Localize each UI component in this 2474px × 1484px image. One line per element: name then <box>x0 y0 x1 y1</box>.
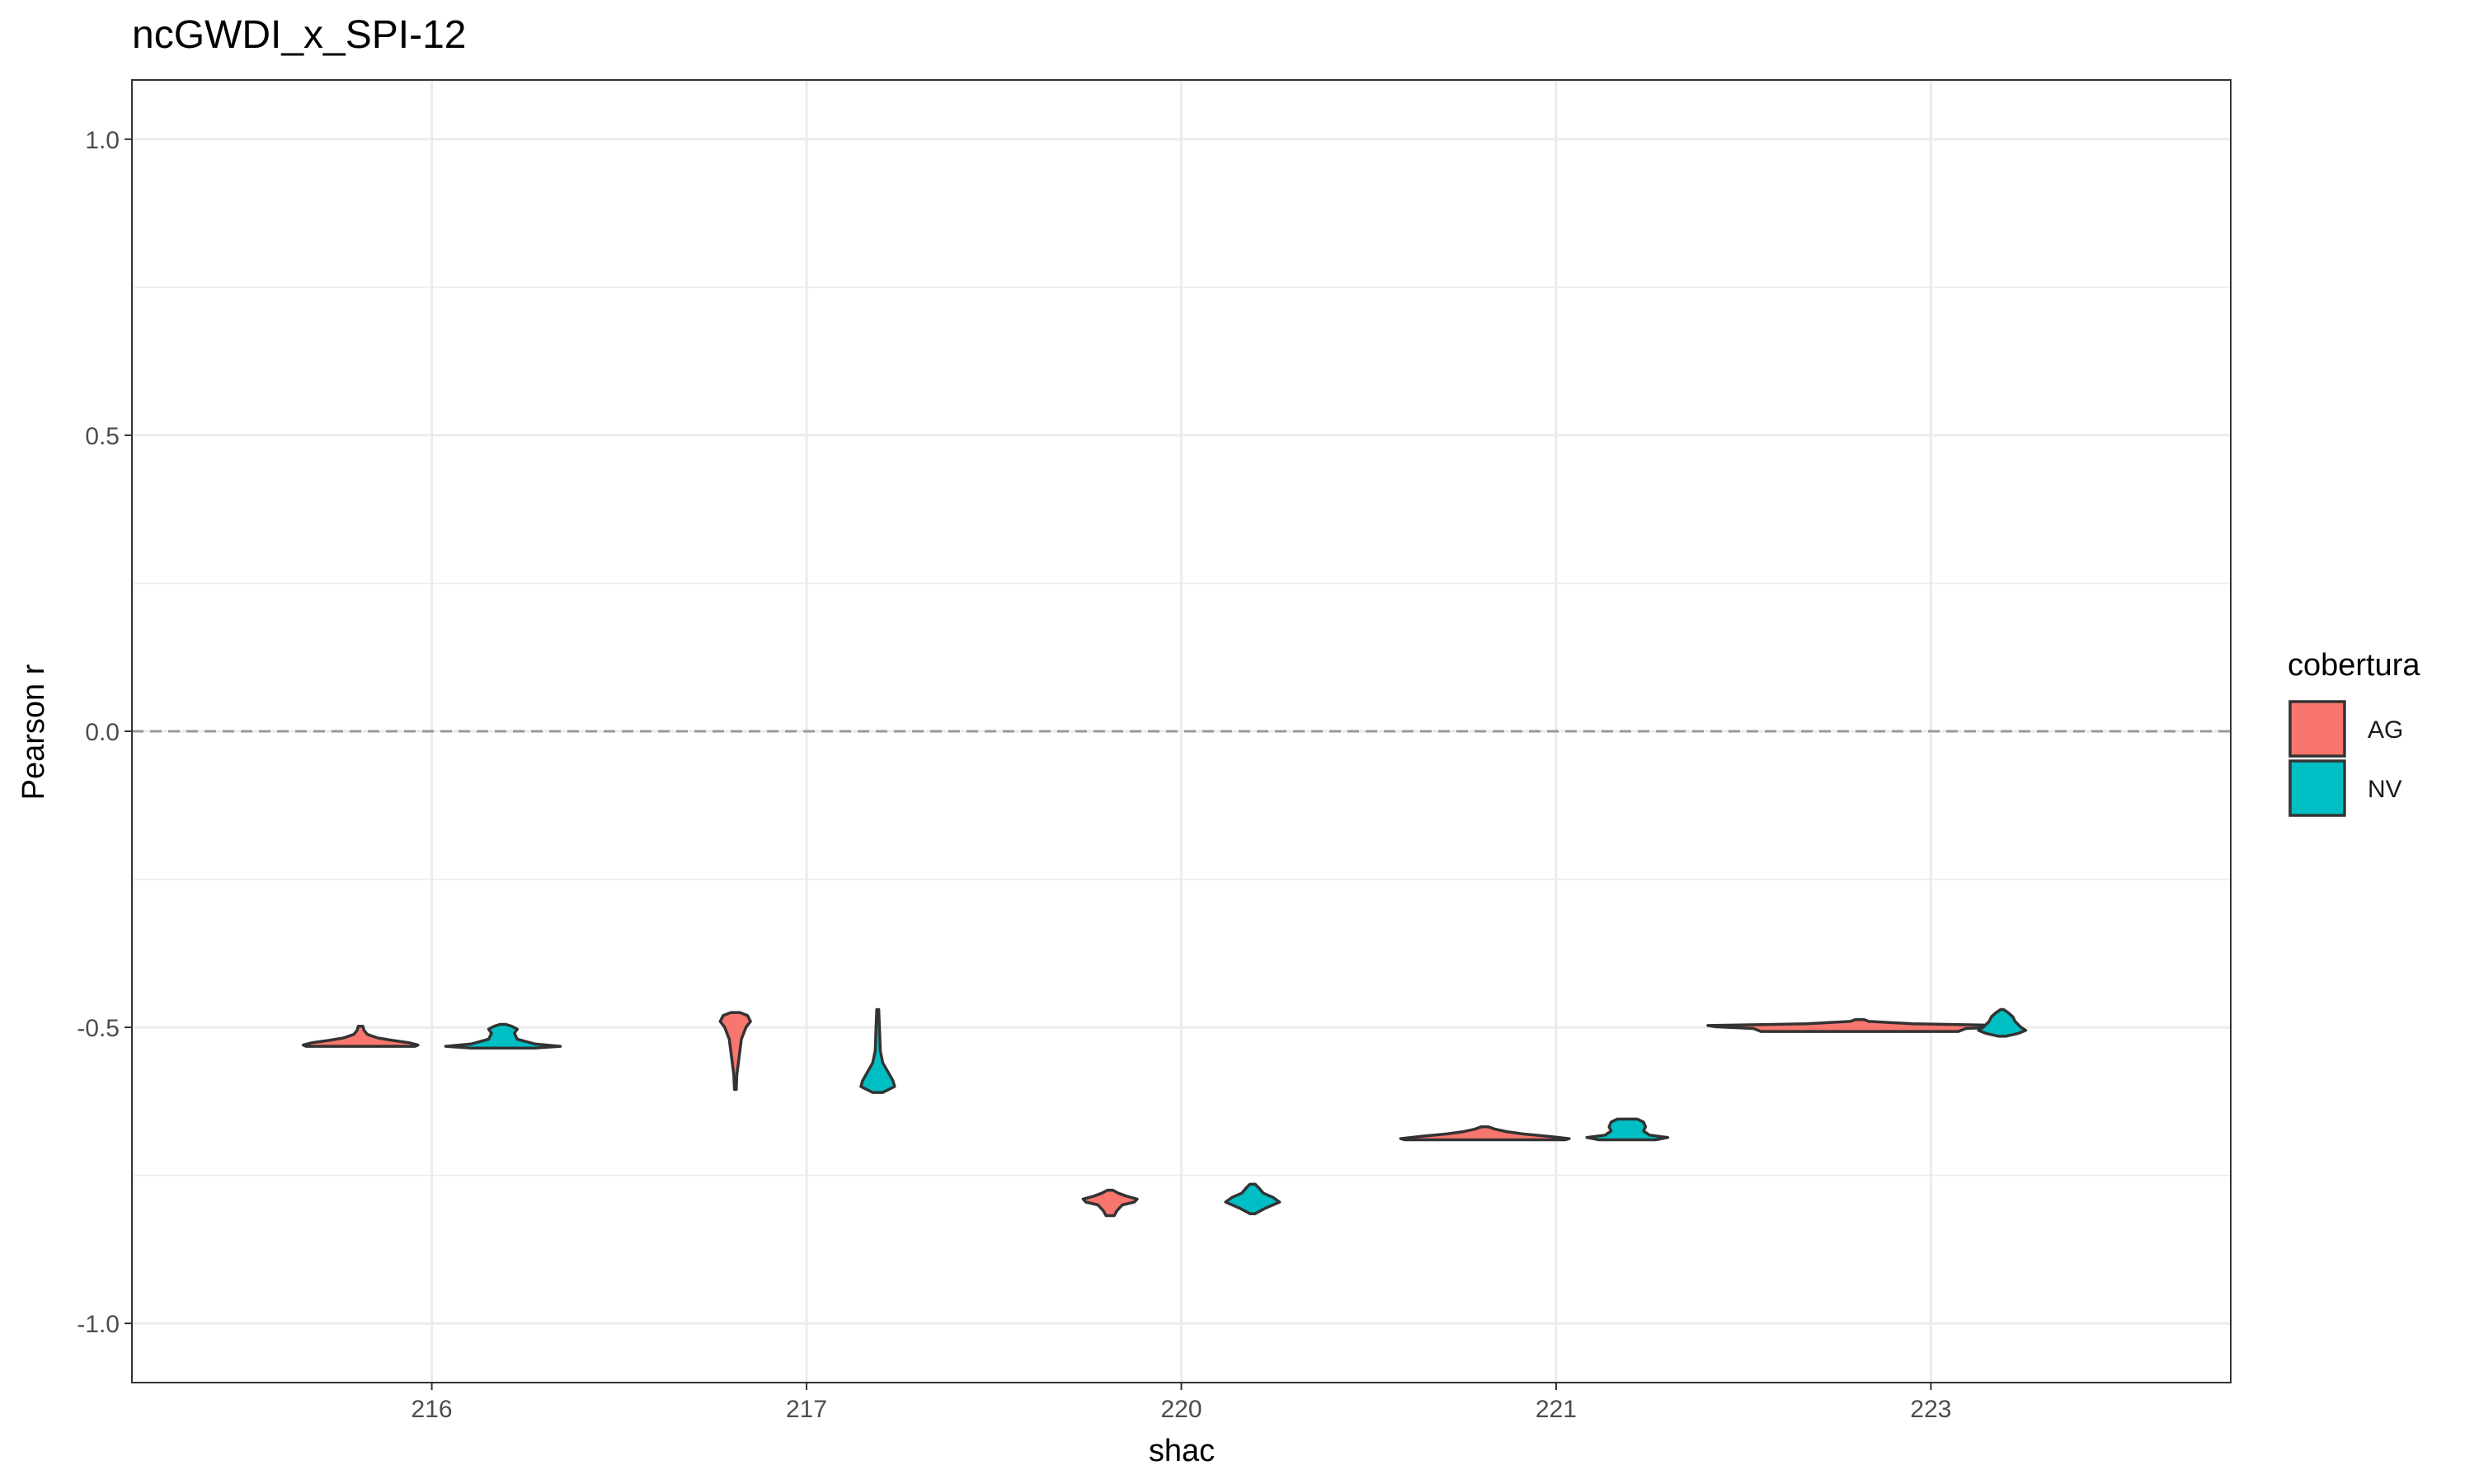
x-tick-label: 216 <box>412 1396 453 1423</box>
violin-nv-220 <box>1224 1182 1282 1216</box>
y-tick-label: 0.0 <box>85 719 120 746</box>
x-tick-label: 217 <box>786 1396 827 1423</box>
violin-nv-217 <box>859 1007 896 1094</box>
x-axis-title: shac <box>1149 1434 1215 1468</box>
chart-title: ncGWDI_x_SPI-12 <box>132 13 466 57</box>
violin-nv-223 <box>1977 1007 2028 1038</box>
violin-nv-216 <box>444 1022 562 1050</box>
y-tick-label: 0.5 <box>85 423 120 450</box>
grid-lines <box>132 80 2231 1383</box>
violin-ag-216 <box>301 1024 420 1048</box>
x-tick-label: 223 <box>1910 1396 1951 1423</box>
violin-ag-220 <box>1081 1188 1139 1218</box>
violin-ag-221 <box>1399 1125 1571 1142</box>
violin-ag-217 <box>718 1011 752 1092</box>
axis-layer: 1.0 0.5 0.0 -0.5 -1.0 216 217 220 221 223 <box>77 79 2232 1423</box>
violin-nv-221 <box>1585 1117 1670 1142</box>
legend-key-nv <box>2288 759 2346 817</box>
violin-layer <box>301 1007 2028 1218</box>
y-tick-label: -1.0 <box>77 1311 120 1338</box>
y-tick-label: -0.5 <box>77 1015 120 1042</box>
legend-label-ag: AG <box>2368 716 2403 744</box>
legend-label-nv: NV <box>2368 776 2402 803</box>
legend-key-ag <box>2288 700 2346 758</box>
legend-title: cobertura <box>2288 648 2420 683</box>
y-tick-label: 1.0 <box>85 127 120 154</box>
x-tick-label: 221 <box>1536 1396 1577 1423</box>
legend: AG NV <box>2288 700 2403 817</box>
y-axis-title: Pearson r <box>16 664 51 800</box>
x-tick-label: 220 <box>1160 1396 1202 1423</box>
